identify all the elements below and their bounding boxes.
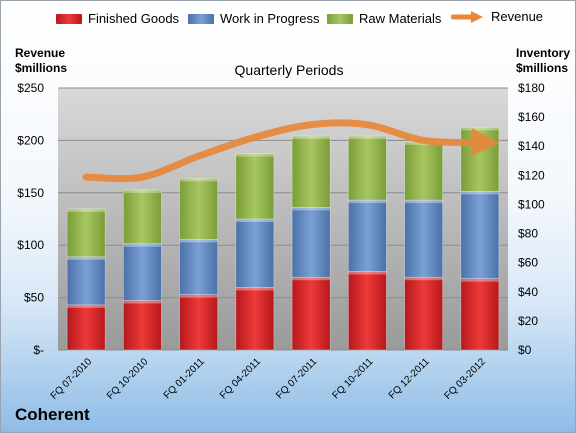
bar-raw-materials bbox=[123, 189, 162, 245]
legend-label: Finished Goods bbox=[88, 11, 180, 26]
bar-highlight bbox=[179, 239, 218, 243]
x-tick-label: FQ 03-2012 bbox=[442, 356, 488, 402]
bar-highlight bbox=[404, 277, 443, 281]
company-name: Coherent bbox=[15, 405, 90, 424]
y-tick-label-left: $200 bbox=[17, 133, 44, 147]
y-tick-label-right: $60 bbox=[518, 256, 538, 270]
bar-raw-materials bbox=[66, 208, 106, 258]
y-tick-label-right: $40 bbox=[518, 285, 538, 299]
bar-highlight bbox=[179, 178, 218, 182]
bar-finished-goods bbox=[460, 278, 500, 351]
chart-subtitle: Quarterly Periods bbox=[234, 62, 344, 78]
revenue-arrow-icon bbox=[451, 10, 483, 23]
x-axis: FQ 07-2010 FQ 10-2010 FQ 01-2011 FQ 04-2011… bbox=[49, 356, 489, 402]
bar-highlight bbox=[292, 277, 331, 281]
bar-finished-goods bbox=[123, 300, 162, 351]
bar-highlight bbox=[123, 243, 162, 247]
bar-highlight bbox=[460, 127, 499, 131]
raw-materials-swatch bbox=[327, 13, 353, 24]
x-tick-label: FQ 07-2011 bbox=[274, 356, 319, 401]
bar-highlight bbox=[67, 304, 106, 308]
bar-raw-materials bbox=[348, 135, 387, 201]
y-tick-label-right: $180 bbox=[518, 81, 545, 95]
bar-raw-materials bbox=[404, 141, 443, 201]
bar-work-in-progress bbox=[404, 199, 443, 278]
bar-finished-goods bbox=[348, 271, 387, 351]
bar-highlight bbox=[67, 208, 106, 212]
y-tick-label-right: $80 bbox=[518, 227, 538, 241]
legend-item-revenue: Revenue bbox=[451, 9, 543, 24]
finished-goods-swatch bbox=[56, 13, 82, 24]
work-in-progress-swatch bbox=[188, 13, 214, 24]
y-axis-right-title: Inventory $millions bbox=[516, 46, 571, 75]
bar-finished-goods bbox=[291, 276, 331, 351]
bar-work-in-progress bbox=[123, 243, 162, 301]
bar-highlight bbox=[460, 278, 499, 282]
x-tick-label: FQ 10-2011 bbox=[331, 356, 376, 401]
bar-highlight bbox=[292, 136, 331, 140]
bar-highlight bbox=[123, 189, 162, 193]
x-tick-label: FQ 10-2010 bbox=[105, 356, 151, 402]
legend-label: Revenue bbox=[491, 9, 544, 24]
bar-highlight bbox=[235, 219, 274, 222]
y-tick-label-right: $160 bbox=[518, 110, 545, 124]
bar-highlight bbox=[123, 300, 162, 304]
bar-raw-materials bbox=[179, 177, 218, 240]
y-axis-right: $0 $20 $40 $60 $80 $100 $120 $140 $160 $180 bbox=[518, 81, 545, 357]
bar-work-in-progress bbox=[348, 199, 387, 272]
y-tick-label-right: $140 bbox=[518, 139, 545, 153]
bar-finished-goods bbox=[404, 276, 443, 351]
legend-label: Work in Progress bbox=[220, 11, 320, 26]
bar-finished-goods bbox=[179, 294, 218, 351]
y-tick-label-left: $- bbox=[33, 343, 44, 357]
bar-highlight bbox=[292, 207, 331, 211]
y-tick-label-left: $150 bbox=[17, 186, 44, 200]
bar-work-in-progress bbox=[291, 207, 331, 278]
bar-highlight bbox=[404, 200, 443, 204]
x-tick-label: FQ 07-2010 bbox=[49, 356, 95, 402]
y-tick-label-right: $20 bbox=[518, 314, 538, 328]
bar-highlight bbox=[348, 136, 387, 140]
bar-highlight bbox=[348, 200, 387, 204]
legend-label: Raw Materials bbox=[359, 11, 442, 26]
y-axis-left: $- $50 $100 $150 $200 $250 bbox=[17, 81, 44, 357]
legend-item-work-in-progress: Work in Progress bbox=[188, 11, 319, 26]
y-tick-label-right: $0 bbox=[518, 343, 532, 357]
bar-work-in-progress bbox=[460, 191, 500, 279]
y-tick-label-right: $120 bbox=[518, 168, 545, 182]
legend-item-finished-goods: Finished Goods bbox=[56, 11, 179, 26]
bar-raw-materials bbox=[460, 127, 500, 192]
legend: Finished Goods Work in Progress Raw Mate… bbox=[1, 9, 575, 37]
bar-finished-goods bbox=[235, 287, 275, 351]
bar-highlight bbox=[235, 287, 274, 291]
bar-finished-goods bbox=[66, 304, 106, 351]
bar-highlight bbox=[179, 294, 218, 298]
bar-raw-materials bbox=[291, 135, 331, 208]
bar-work-in-progress bbox=[179, 239, 218, 295]
y-tick-label-left: $50 bbox=[24, 291, 44, 305]
bar-raw-materials bbox=[235, 153, 275, 220]
bar-work-in-progress bbox=[235, 218, 275, 288]
bar-highlight bbox=[235, 153, 274, 157]
y-tick-label-right: $100 bbox=[518, 197, 545, 211]
bar-highlight bbox=[460, 191, 499, 195]
bar-highlight bbox=[348, 271, 387, 275]
x-tick-label: FQ 01-2011 bbox=[162, 356, 207, 401]
revenue-line bbox=[82, 119, 500, 183]
y-tick-label-left: $100 bbox=[17, 238, 44, 252]
x-tick-label: FQ 12-2011 bbox=[387, 356, 432, 401]
bar-work-in-progress bbox=[66, 256, 106, 306]
legend-item-raw-materials: Raw Materials bbox=[327, 11, 441, 26]
y-tick-label-left: $250 bbox=[17, 81, 44, 95]
x-tick-label: FQ 04-2011 bbox=[218, 356, 263, 401]
y-axis-left-title: Revenue $millions bbox=[15, 46, 68, 75]
bar-highlight bbox=[67, 256, 106, 260]
bar-series bbox=[66, 127, 500, 351]
